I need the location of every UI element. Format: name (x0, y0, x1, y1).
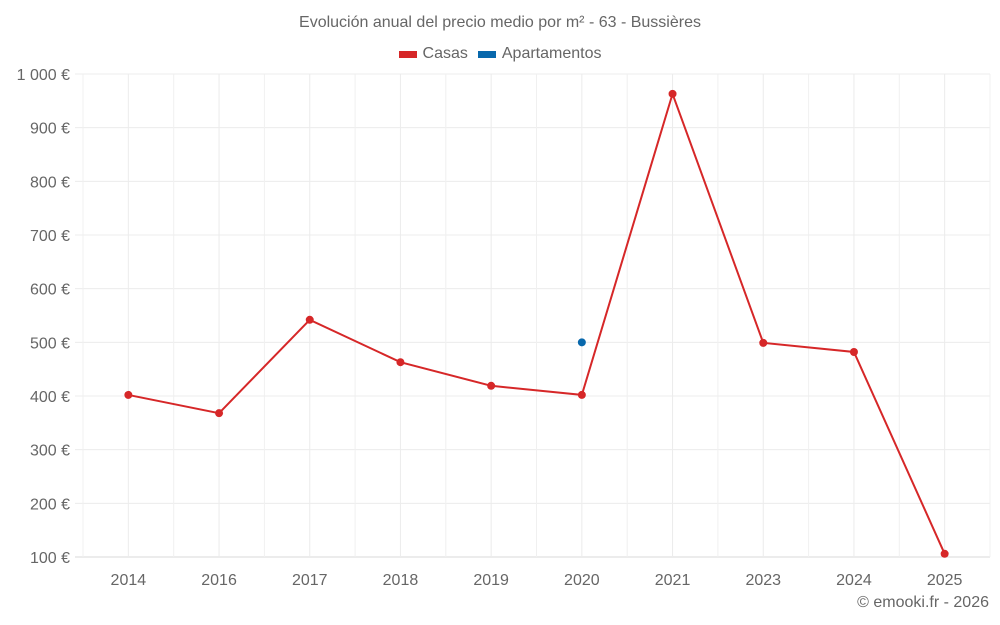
data-point-casas[interactable] (940, 549, 949, 558)
data-point-casas[interactable] (215, 409, 224, 418)
legend-item-casas[interactable]: Casas (398, 45, 468, 63)
data-point-casas[interactable] (487, 381, 496, 390)
series-line-casas (128, 90, 946, 555)
y-tick-label: 400 € (30, 389, 70, 406)
x-tick-label: 2016 (201, 572, 237, 589)
chart-legend: Casas Apartamentos (0, 45, 1000, 63)
data-point-casas[interactable] (668, 89, 677, 98)
data-point-casas[interactable] (124, 390, 133, 399)
x-tick-label: 2021 (655, 572, 691, 589)
y-tick-label: 100 € (30, 550, 70, 567)
y-tick-label: 500 € (30, 335, 70, 352)
legend-swatch-apartamentos (477, 50, 496, 58)
y-tick-label: 1 000 € (17, 67, 70, 84)
y-tick-label: 700 € (30, 228, 70, 245)
legend-item-apartamentos[interactable]: Apartamentos (477, 45, 602, 63)
x-tick-label: 2014 (111, 572, 147, 589)
data-point-casas[interactable] (849, 347, 858, 356)
x-tick-label: 2025 (927, 572, 963, 589)
x-tick-label: 2024 (836, 572, 872, 589)
copyright-credit: © emooki.fr - 2026 (857, 594, 989, 611)
x-tick-label: 2020 (564, 572, 600, 589)
data-point-casas[interactable] (305, 315, 314, 324)
chart-title: Evolución anual del precio medio por m² … (299, 14, 701, 31)
data-point-casas[interactable] (577, 390, 586, 399)
y-tick-label: 600 € (30, 282, 70, 299)
x-tick-label: 2017 (292, 572, 328, 589)
x-tick-label: 2019 (473, 572, 509, 589)
x-tick-label: 2023 (745, 572, 781, 589)
data-point-casas[interactable] (396, 358, 405, 367)
y-tick-label: 200 € (30, 496, 70, 513)
legend-label-apartamentos: Apartamentos (501, 45, 602, 62)
y-tick-label: 800 € (30, 174, 70, 191)
data-point-casas[interactable] (759, 338, 768, 347)
x-tick-label: 2018 (383, 572, 419, 589)
y-tick-label: 900 € (30, 121, 70, 138)
y-tick-label: 300 € (30, 443, 70, 460)
data-point-apartamentos[interactable] (577, 338, 586, 347)
legend-swatch-casas (398, 50, 417, 58)
legend-label-casas: Casas (422, 45, 468, 62)
